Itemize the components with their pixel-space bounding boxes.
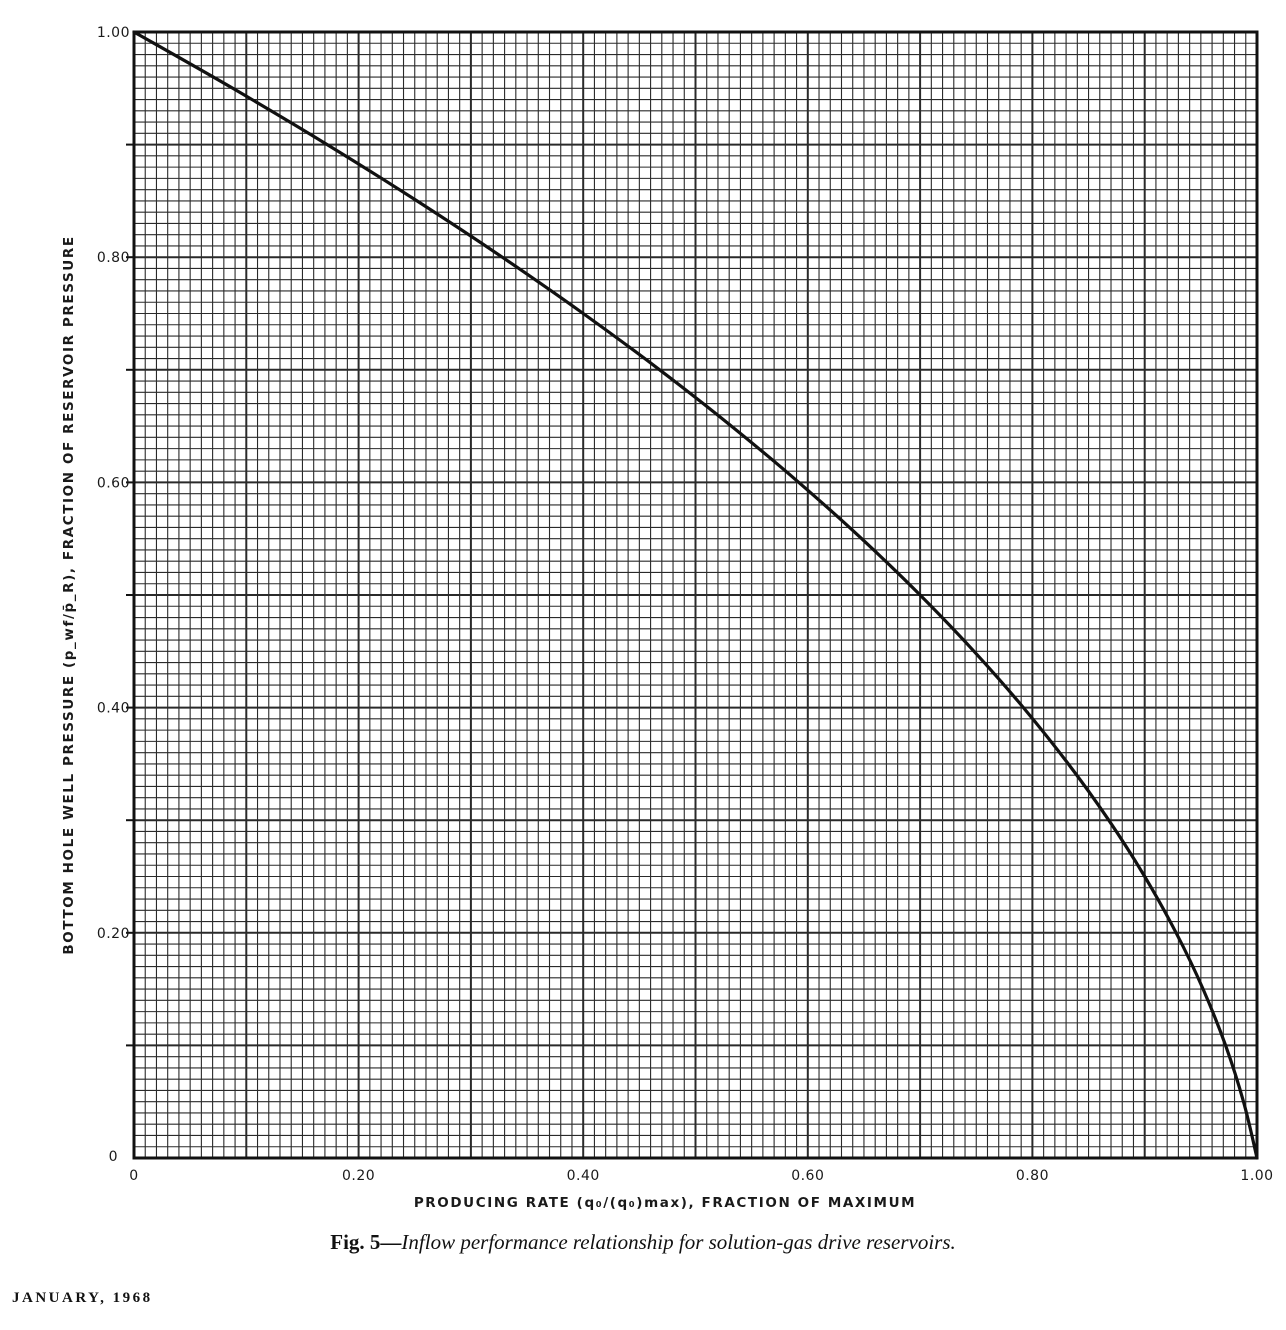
x-tick-label: 0 — [129, 1168, 138, 1184]
x-tick-label: 1.00 — [1240, 1168, 1273, 1184]
x-tick-label: 0.40 — [567, 1168, 600, 1184]
y-axis-title: BOTTOM HOLE WELL PRESSURE (p_wf/p̄_R), F… — [61, 235, 77, 954]
x-tick-label: 0.60 — [791, 1168, 824, 1184]
figure-caption-text: Inflow performance relationship for solu… — [401, 1230, 956, 1254]
y-tick-label: 0.80 — [97, 250, 130, 266]
y-tick-label: 1.00 — [97, 25, 130, 41]
ipr-chart: 0 0.20 0.40 0.60 0.80 1.00 0 0.20 0.40 0.60 0.80 1… — [61, 25, 1273, 1211]
grid-major-lines — [126, 32, 1257, 1158]
x-axis-title: PRODUCING RATE (q₀/(q₀)max), FRACTION OF… — [414, 1195, 916, 1211]
y-tick-label: 0 — [109, 1149, 118, 1165]
y-axis-tick-labels: 0 0.20 0.40 0.60 0.80 1.00 — [97, 25, 130, 1165]
x-axis-tick-labels: 0 0.20 0.40 0.60 0.80 1.00 — [129, 1168, 1273, 1184]
page-footer-date: JANUARY, 1968 — [12, 1290, 153, 1306]
y-tick-label: 0.60 — [97, 475, 130, 491]
x-tick-label: 0.20 — [342, 1168, 375, 1184]
y-tick-label: 0.20 — [97, 926, 130, 942]
plot-frame — [132, 30, 1259, 1160]
ipr-curve-line — [132, 30, 1259, 1160]
x-tick-label: 0.80 — [1016, 1168, 1049, 1184]
figure-number: Fig. 5— — [330, 1230, 402, 1254]
figure-caption: Fig. 5—Inflow performance relationship f… — [0, 1230, 1286, 1255]
y-tick-label: 0.40 — [97, 701, 130, 717]
